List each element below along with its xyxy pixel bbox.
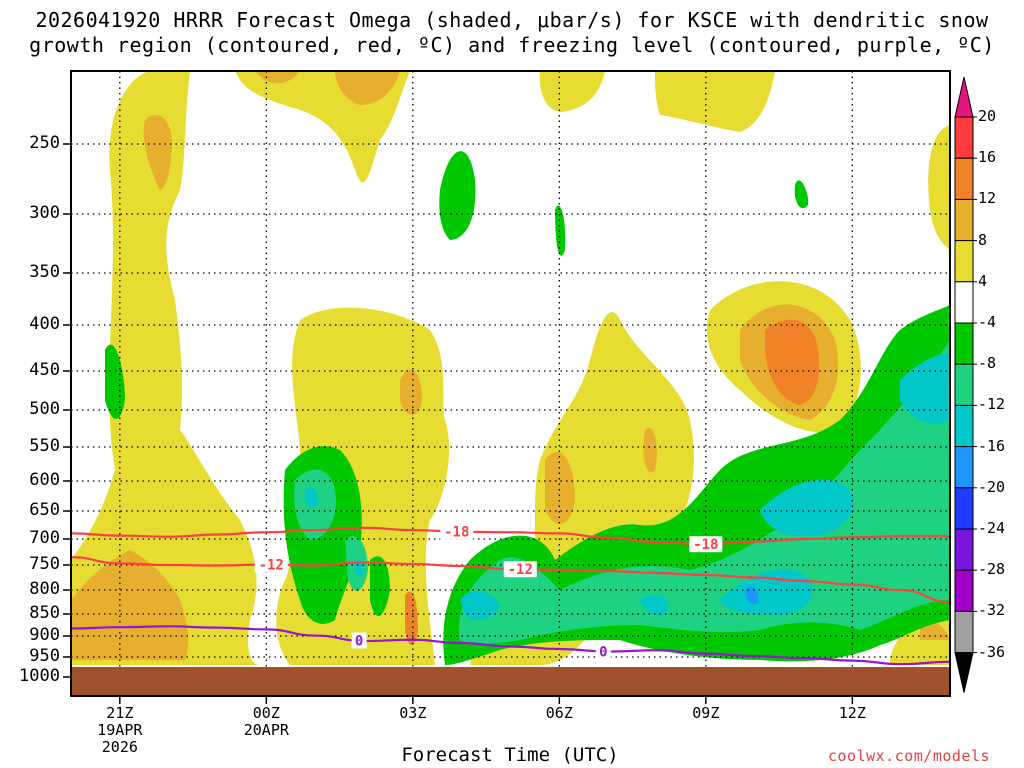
colorbar-level-label: -24	[978, 519, 1006, 537]
colorbar-swatch	[954, 116, 974, 159]
omega-region-neg-16-20	[745, 586, 759, 605]
y-tick-label: 550	[29, 436, 60, 456]
colorbar-swatch	[954, 528, 974, 571]
contour-label-bg	[689, 536, 723, 553]
colorbar-swatch	[954, 281, 974, 324]
x-tick-label: 09Z	[666, 705, 746, 722]
contour-label: -12	[259, 558, 284, 574]
plot-frame	[70, 70, 951, 697]
x-tick-label: 21Z	[106, 704, 134, 722]
x-tick-sub1: 19APR	[97, 721, 143, 739]
colorbar-level-label: 16	[978, 148, 997, 167]
x-tick-label: 12Z	[812, 705, 892, 722]
y-tick-label: 750	[29, 554, 60, 574]
contour-label-bg	[254, 556, 288, 573]
y-tick-label: 700	[29, 528, 60, 548]
colorbar-swatch	[954, 322, 974, 365]
colorbar-level-label: -36	[978, 642, 1006, 661]
colorbar-swatch	[954, 198, 974, 242]
x-tick-label: 09Z	[692, 704, 720, 722]
contour-label-bg	[351, 632, 367, 649]
contour-label: 0	[599, 644, 607, 660]
y-tick-label: 600	[29, 470, 60, 490]
y-tick-label: 450	[29, 360, 60, 380]
colorbar-level-label: -4	[978, 313, 997, 331]
colorbar-level-label: 4	[978, 271, 988, 290]
contour-lines: -18 -18 -12 -12 0 0	[71, 523, 950, 666]
colorbar-level-label: -16	[978, 436, 1006, 455]
contour-label: 0	[355, 633, 363, 649]
y-tick-label: 250	[29, 133, 60, 153]
y-tick-label: 850	[29, 603, 60, 623]
colorbar-level-label: 12	[978, 189, 997, 208]
colorbar-under-arrow	[954, 652, 974, 693]
colorbar	[954, 76, 977, 693]
y-tick-label: 350	[29, 262, 60, 282]
x-axis-ticks	[119, 696, 854, 704]
colorbar-swatch	[954, 569, 974, 612]
omega-region-12-16	[405, 319, 820, 645]
contour-label: -18	[693, 537, 718, 553]
colorbar-level-label: -12	[978, 395, 1006, 414]
contour-label-bg	[595, 643, 611, 660]
colorbar-level-label: -32	[978, 601, 1006, 620]
chart-title-line-1: 2026041920 HRRR Forecast Omega (shaded, …	[35, 8, 989, 32]
colorbar-swatch	[954, 446, 974, 489]
contour-label: -18	[444, 525, 469, 541]
x-tick-sub1: 20APR	[243, 721, 289, 739]
y-tick-label: 1000	[19, 666, 60, 686]
colorbar-level-label: -8	[978, 354, 997, 373]
source-credit[interactable]: coolwx.com/models	[828, 747, 991, 765]
y-tick-label: 800	[29, 579, 60, 599]
colorbar-swatch	[954, 487, 974, 530]
colorbar-swatch	[954, 240, 974, 283]
omega-region-neg-12-16	[304, 353, 950, 621]
colorbar-over-arrow	[954, 76, 974, 118]
contour-label-bg	[503, 561, 537, 578]
y-tick-label: 650	[29, 500, 60, 520]
colorbar-swatch	[954, 363, 974, 406]
colorbar-level-label: 20	[978, 107, 997, 125]
x-tick-label: 00Z	[252, 704, 280, 722]
colorbar-level-label: -20	[978, 477, 1006, 496]
y-axis-ticks	[63, 143, 71, 678]
x-axis-title: Forecast Time (UTC)	[401, 744, 619, 766]
x-tick-label: 06Z	[519, 705, 599, 722]
x-tick-label: 03Z	[399, 704, 427, 722]
y-tick-label: 500	[29, 399, 60, 419]
y-tick-label: 900	[29, 625, 60, 645]
x-tick-label: 21Z 19APR 2026	[80, 705, 160, 756]
colorbar-swatch	[954, 610, 974, 654]
y-tick-label: 400	[29, 314, 60, 334]
omega-region-positive-topright	[539, 71, 775, 132]
x-tick-label: 12Z	[838, 704, 866, 722]
contour-line--18	[71, 526, 950, 546]
colorbar-swatch	[954, 157, 974, 200]
contour-label: -12	[508, 562, 533, 578]
colorbar-level-label: 8	[978, 230, 988, 249]
x-tick-label: 06Z	[545, 704, 573, 722]
contour-label-bg	[440, 523, 474, 540]
x-tick-label: 03Z	[373, 705, 453, 722]
y-tick-label: 950	[29, 646, 60, 666]
colorbar-level-label: -28	[978, 560, 1006, 579]
x-tick-label: 00Z 20APR	[226, 705, 306, 739]
y-tick-label: 300	[29, 203, 60, 223]
contour-line-0	[71, 625, 950, 666]
omega-region-positive-left	[71, 71, 260, 665]
colorbar-swatch	[954, 404, 974, 448]
ground-layer	[71, 667, 950, 696]
chart-title-line-2: growth region (contoured, red, ºC) and f…	[29, 33, 995, 57]
x-tick-sub2: 2026	[101, 738, 138, 756]
omega-region-neg-8-12	[294, 340, 950, 644]
gridlines	[71, 71, 950, 696]
